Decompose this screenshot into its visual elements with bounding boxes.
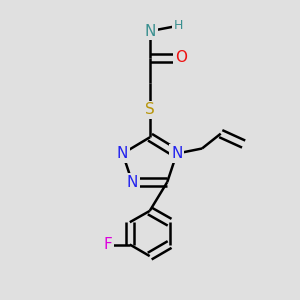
Text: N: N	[127, 175, 138, 190]
Text: N: N	[171, 146, 182, 161]
Text: F: F	[103, 237, 112, 252]
Text: O: O	[175, 50, 187, 65]
Text: N: N	[144, 24, 156, 39]
Text: H: H	[173, 19, 183, 32]
Text: N: N	[117, 146, 128, 161]
Text: S: S	[145, 102, 155, 117]
